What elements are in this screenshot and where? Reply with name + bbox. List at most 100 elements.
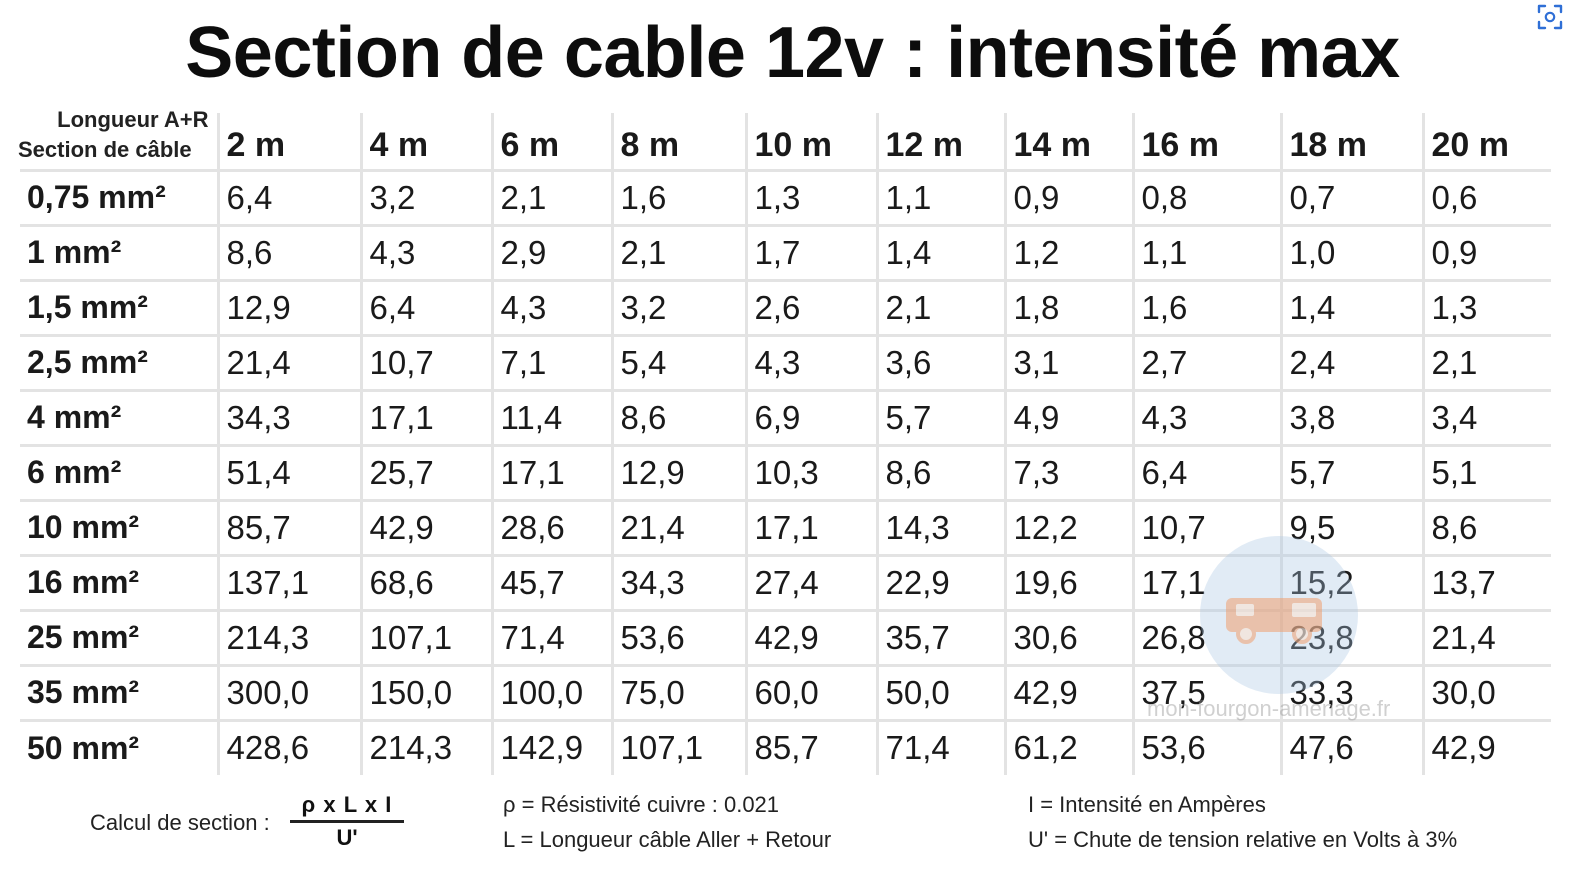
- table-cell: 1,8: [1003, 278, 1133, 335]
- table-cell: 4,3: [490, 278, 612, 335]
- table-cell: 17,1: [490, 443, 612, 500]
- table-cell: 3,2: [359, 168, 492, 225]
- table-cell: 1,4: [875, 223, 1005, 280]
- table-cell: 15,2: [1279, 553, 1423, 610]
- table-cell: 34,3: [610, 553, 746, 610]
- row-header-section: 35 mm²: [20, 663, 218, 720]
- column-header-2m: 2 m: [216, 113, 361, 170]
- formula-label: Calcul de section :: [90, 810, 270, 835]
- table-cell: 10,7: [1131, 498, 1281, 555]
- table-cell: 27,4: [744, 553, 877, 610]
- column-header-4m: 4 m: [359, 113, 492, 170]
- table-cell: 1,3: [744, 168, 877, 225]
- table-cell: 3,4: [1421, 388, 1551, 445]
- formula-denominator: U': [336, 825, 358, 850]
- table-cell: 7,1: [490, 333, 612, 390]
- table-cell: 4,3: [744, 333, 877, 390]
- table-cell: 12,9: [216, 278, 361, 335]
- table-row: 35 mm² 300,0 150,0 100,0 75,0 60,0 50,0 42,9 37,…: [20, 663, 1551, 720]
- column-header-8m: 8 m: [610, 113, 746, 170]
- column-header-20m: 20 m: [1421, 113, 1551, 170]
- row-header-section: 4 mm²: [20, 388, 218, 445]
- row-header-section: 16 mm²: [20, 553, 218, 610]
- corner-cell: Longueur A+R Section de câble: [18, 107, 218, 170]
- table-row: 50 mm² 428,6 214,3 142,9 107,1 85,7 71,4 61,2 53…: [20, 718, 1551, 775]
- screen-capture-button[interactable]: [1532, 0, 1568, 34]
- table-cell: 10,7: [359, 333, 492, 390]
- row-header-section: 25 mm²: [20, 608, 218, 665]
- table-cell: 53,6: [1131, 718, 1281, 775]
- formula-numerator: ρ x L x I: [290, 792, 404, 823]
- table-cell: 2,4: [1279, 333, 1423, 390]
- table-cell: 137,1: [216, 553, 361, 610]
- table-cell: 107,1: [610, 718, 746, 775]
- header-row: Longueur A+R Section de câble 2 m 4 m 6 …: [18, 107, 1551, 170]
- table-cell: 150,0: [359, 663, 492, 720]
- cable-section-table: Longueur A+R Section de câble 2 m 4 m 6 …: [18, 107, 1551, 775]
- table-cell: 42,9: [1421, 718, 1551, 775]
- table-cell: 1,6: [1131, 278, 1281, 335]
- table-cell: 71,4: [490, 608, 612, 665]
- column-header-18m: 18 m: [1279, 113, 1423, 170]
- row-header-section: 0,75 mm²: [20, 168, 218, 225]
- table-cell: 4,9: [1003, 388, 1133, 445]
- table-cell: 71,4: [875, 718, 1005, 775]
- table-cell: 2,1: [610, 223, 746, 280]
- table-cell: 12,9: [610, 443, 746, 500]
- table-cell: 50,0: [875, 663, 1005, 720]
- table-cell: 21,4: [216, 333, 361, 390]
- table-cell: 142,9: [490, 718, 612, 775]
- table-cell: 1,1: [875, 168, 1005, 225]
- table-cell: 47,6: [1279, 718, 1423, 775]
- table-cell: 2,9: [490, 223, 612, 280]
- table-cell: 42,9: [1003, 663, 1133, 720]
- table-cell: 1,6: [610, 168, 746, 225]
- column-header-6m: 6 m: [490, 113, 612, 170]
- table-cell: 30,6: [1003, 608, 1133, 665]
- table-cell: 0,9: [1003, 168, 1133, 225]
- table-cell: 25,7: [359, 443, 492, 500]
- table-cell: 2,1: [1421, 333, 1551, 390]
- row-header-section: 10 mm²: [20, 498, 218, 555]
- table-cell: 0,6: [1421, 168, 1551, 225]
- table-cell: 85,7: [216, 498, 361, 555]
- table-cell: 23,8: [1279, 608, 1423, 665]
- table-cell: 8,6: [875, 443, 1005, 500]
- table-cell: 300,0: [216, 663, 361, 720]
- note-resistivity: ρ = Résistivité cuivre : 0.021: [503, 792, 780, 817]
- table-cell: 8,6: [1421, 498, 1551, 555]
- table-cell: 61,2: [1003, 718, 1133, 775]
- note-intensity: I = Intensité en Ampères: [1028, 792, 1266, 817]
- table-cell: 6,4: [359, 278, 492, 335]
- table-cell: 0,9: [1421, 223, 1551, 280]
- table-cell: 0,8: [1131, 168, 1281, 225]
- table-cell: 2,7: [1131, 333, 1281, 390]
- table-cell: 0,7: [1279, 168, 1423, 225]
- note-voltage-drop: U' = Chute de tension relative en Volts …: [1028, 827, 1458, 852]
- table-cell: 12,2: [1003, 498, 1133, 555]
- table-cell: 7,3: [1003, 443, 1133, 500]
- table-cell: 51,4: [216, 443, 361, 500]
- table-cell: 214,3: [359, 718, 492, 775]
- table-cell: 17,1: [359, 388, 492, 445]
- table-cell: 37,5: [1131, 663, 1281, 720]
- section-formula: ρ x L x I U': [290, 792, 404, 851]
- table-cell: 28,6: [490, 498, 612, 555]
- note-length: L = Longueur câble Aller + Retour: [503, 827, 832, 852]
- table-cell: 5,7: [1279, 443, 1423, 500]
- column-header-16m: 16 m: [1131, 113, 1281, 170]
- row-header-section: 50 mm²: [20, 718, 218, 775]
- table-cell: 60,0: [744, 663, 877, 720]
- table-cell: 3,8: [1279, 388, 1423, 445]
- table-cell: 68,6: [359, 553, 492, 610]
- table-cell: 21,4: [610, 498, 746, 555]
- table-row: 6 mm² 51,4 25,7 17,1 12,9 10,3 8,6 7,3 6,4 5,7 5,1: [20, 443, 1551, 500]
- row-header-section: 1,5 mm²: [20, 278, 218, 335]
- column-header-10m: 10 m: [744, 113, 877, 170]
- table-cell: 2,1: [490, 168, 612, 225]
- table-cell: 428,6: [216, 718, 361, 775]
- table-cell: 21,4: [1421, 608, 1551, 665]
- column-header-14m: 14 m: [1003, 113, 1133, 170]
- table-cell: 19,6: [1003, 553, 1133, 610]
- table-cell: 33,3: [1279, 663, 1423, 720]
